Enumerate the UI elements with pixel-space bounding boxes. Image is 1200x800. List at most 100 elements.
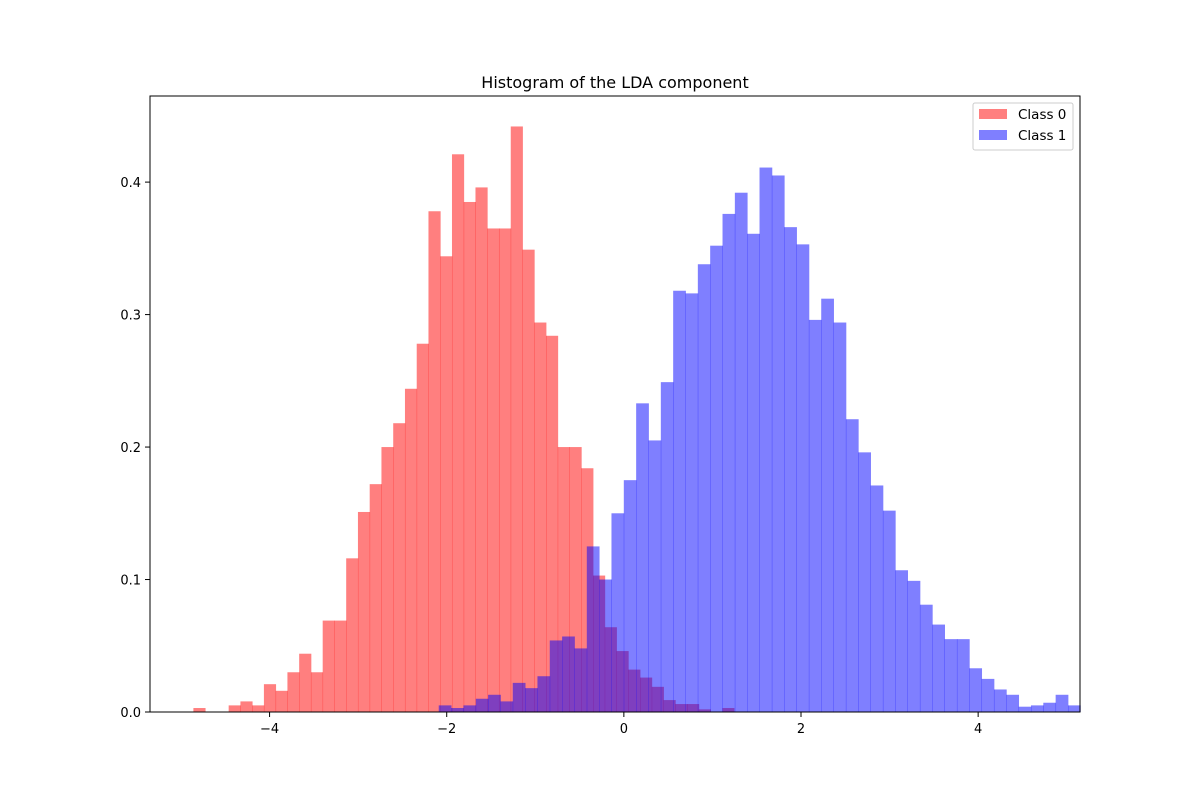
plot-frame [149, 95, 1081, 713]
bar-class-0 [510, 126, 523, 713]
bar-class-1 [944, 639, 958, 712]
bar-class-0 [546, 335, 559, 712]
y-tick-label: 0.1 [120, 574, 141, 589]
bar-class-1 [833, 322, 847, 712]
y-tick-label: 0.3 [120, 309, 141, 324]
bar-class-1 [845, 419, 859, 712]
bar-class-1 [488, 694, 501, 712]
bar-class-0 [463, 201, 476, 713]
legend: Class 0 Class 1 [972, 102, 1074, 151]
bar-class-1 [537, 676, 551, 712]
legend-swatch-class-1 [979, 130, 1007, 140]
bar-class-1 [858, 452, 871, 712]
bar-class-1 [438, 705, 452, 712]
bar-class-1 [882, 510, 896, 712]
bar-class-1 [1018, 706, 1032, 712]
legend-label-class-0: Class 0 [1018, 107, 1066, 123]
bar-class-1 [796, 244, 810, 712]
bar-class-0 [451, 154, 465, 713]
bar-class-1 [463, 705, 477, 712]
bar-class-1 [562, 636, 575, 712]
class-0-bars [193, 126, 735, 713]
bar-class-1 [685, 293, 699, 712]
bar-class-1 [586, 546, 600, 712]
class-1-bars [438, 167, 1081, 713]
bar-class-1 [475, 698, 489, 712]
bar-class-1 [636, 403, 649, 712]
bar-class-1 [759, 167, 773, 713]
x-tick-label: 2 [797, 722, 805, 737]
bar-class-0 [381, 447, 394, 712]
bar-class-0 [393, 423, 406, 712]
x-axis-ticks: −4 −2 0 2 4 [260, 712, 982, 737]
bar-class-0 [275, 690, 288, 712]
bar-class-0 [369, 484, 382, 712]
bar-class-0 [310, 672, 324, 712]
bar-class-0 [299, 653, 312, 712]
bar-class-1 [907, 580, 921, 712]
bar-class-0 [346, 558, 359, 712]
bar-class-1 [969, 668, 983, 712]
bar-class-0 [534, 322, 547, 712]
bar-class-1 [500, 701, 514, 712]
x-tick-label: 0 [620, 722, 628, 737]
bar-class-1 [525, 688, 538, 712]
bar-class-1 [870, 485, 884, 712]
bar-class-0 [522, 249, 535, 713]
bar-class-0 [193, 708, 206, 712]
bar-class-1 [1043, 702, 1057, 712]
bar-class-1 [734, 192, 748, 712]
y-tick-label: 0.2 [120, 441, 141, 456]
x-tick-label: −2 [437, 722, 456, 737]
legend-swatch-class-0 [979, 109, 1007, 119]
bar-class-1 [549, 640, 563, 712]
bar-class-1 [1006, 694, 1020, 712]
bar-class-1 [611, 513, 625, 712]
bar-class-0 [475, 187, 488, 712]
bar-class-1 [981, 678, 995, 712]
bar-class-1 [784, 227, 797, 712]
legend-label-class-1: Class 1 [1018, 128, 1066, 144]
bar-class-1 [660, 382, 674, 712]
bar-class-1 [1067, 705, 1081, 712]
bar-class-1 [710, 245, 723, 712]
bar-class-1 [808, 319, 822, 712]
bar-class-1 [648, 440, 662, 712]
bar-class-0 [228, 705, 241, 712]
bar-class-0 [287, 672, 300, 712]
bar-class-0 [404, 388, 418, 712]
bar-class-0 [263, 684, 277, 712]
bar-class-1 [956, 639, 970, 712]
bar-class-1 [993, 689, 1007, 712]
chart-title: Histogram of the LDA component [481, 73, 748, 92]
x-tick-label: 4 [974, 722, 982, 737]
bar-class-0 [498, 228, 512, 712]
bar-class-1 [673, 290, 686, 712]
bar-class-0 [252, 705, 265, 712]
bar-class-1 [697, 264, 711, 712]
bar-class-0 [487, 228, 500, 712]
bar-class-0 [357, 511, 371, 712]
bar-class-1 [512, 682, 526, 712]
bar-class-1 [771, 175, 785, 713]
y-tick-label: 0.0 [120, 706, 141, 721]
x-tick-label: −4 [260, 722, 279, 737]
y-axis-ticks: 0.0 0.1 0.2 0.3 0.4 [120, 176, 150, 721]
bar-class-1 [895, 570, 908, 712]
bar-class-1 [623, 480, 637, 712]
bar-class-1 [1055, 694, 1069, 712]
bar-class-1 [599, 579, 612, 712]
bar-class-0 [334, 620, 347, 712]
y-tick-label: 0.4 [120, 176, 141, 191]
bar-class-1 [722, 213, 736, 712]
bar-class-1 [919, 604, 933, 712]
bar-class-0 [322, 620, 335, 712]
bar-class-1 [574, 648, 588, 712]
bar-class-1 [821, 298, 834, 712]
bar-class-1 [747, 233, 760, 712]
bar-class-1 [932, 624, 945, 712]
bar-class-0 [240, 701, 253, 712]
bar-class-0 [428, 211, 441, 712]
bar-class-0 [440, 256, 453, 712]
